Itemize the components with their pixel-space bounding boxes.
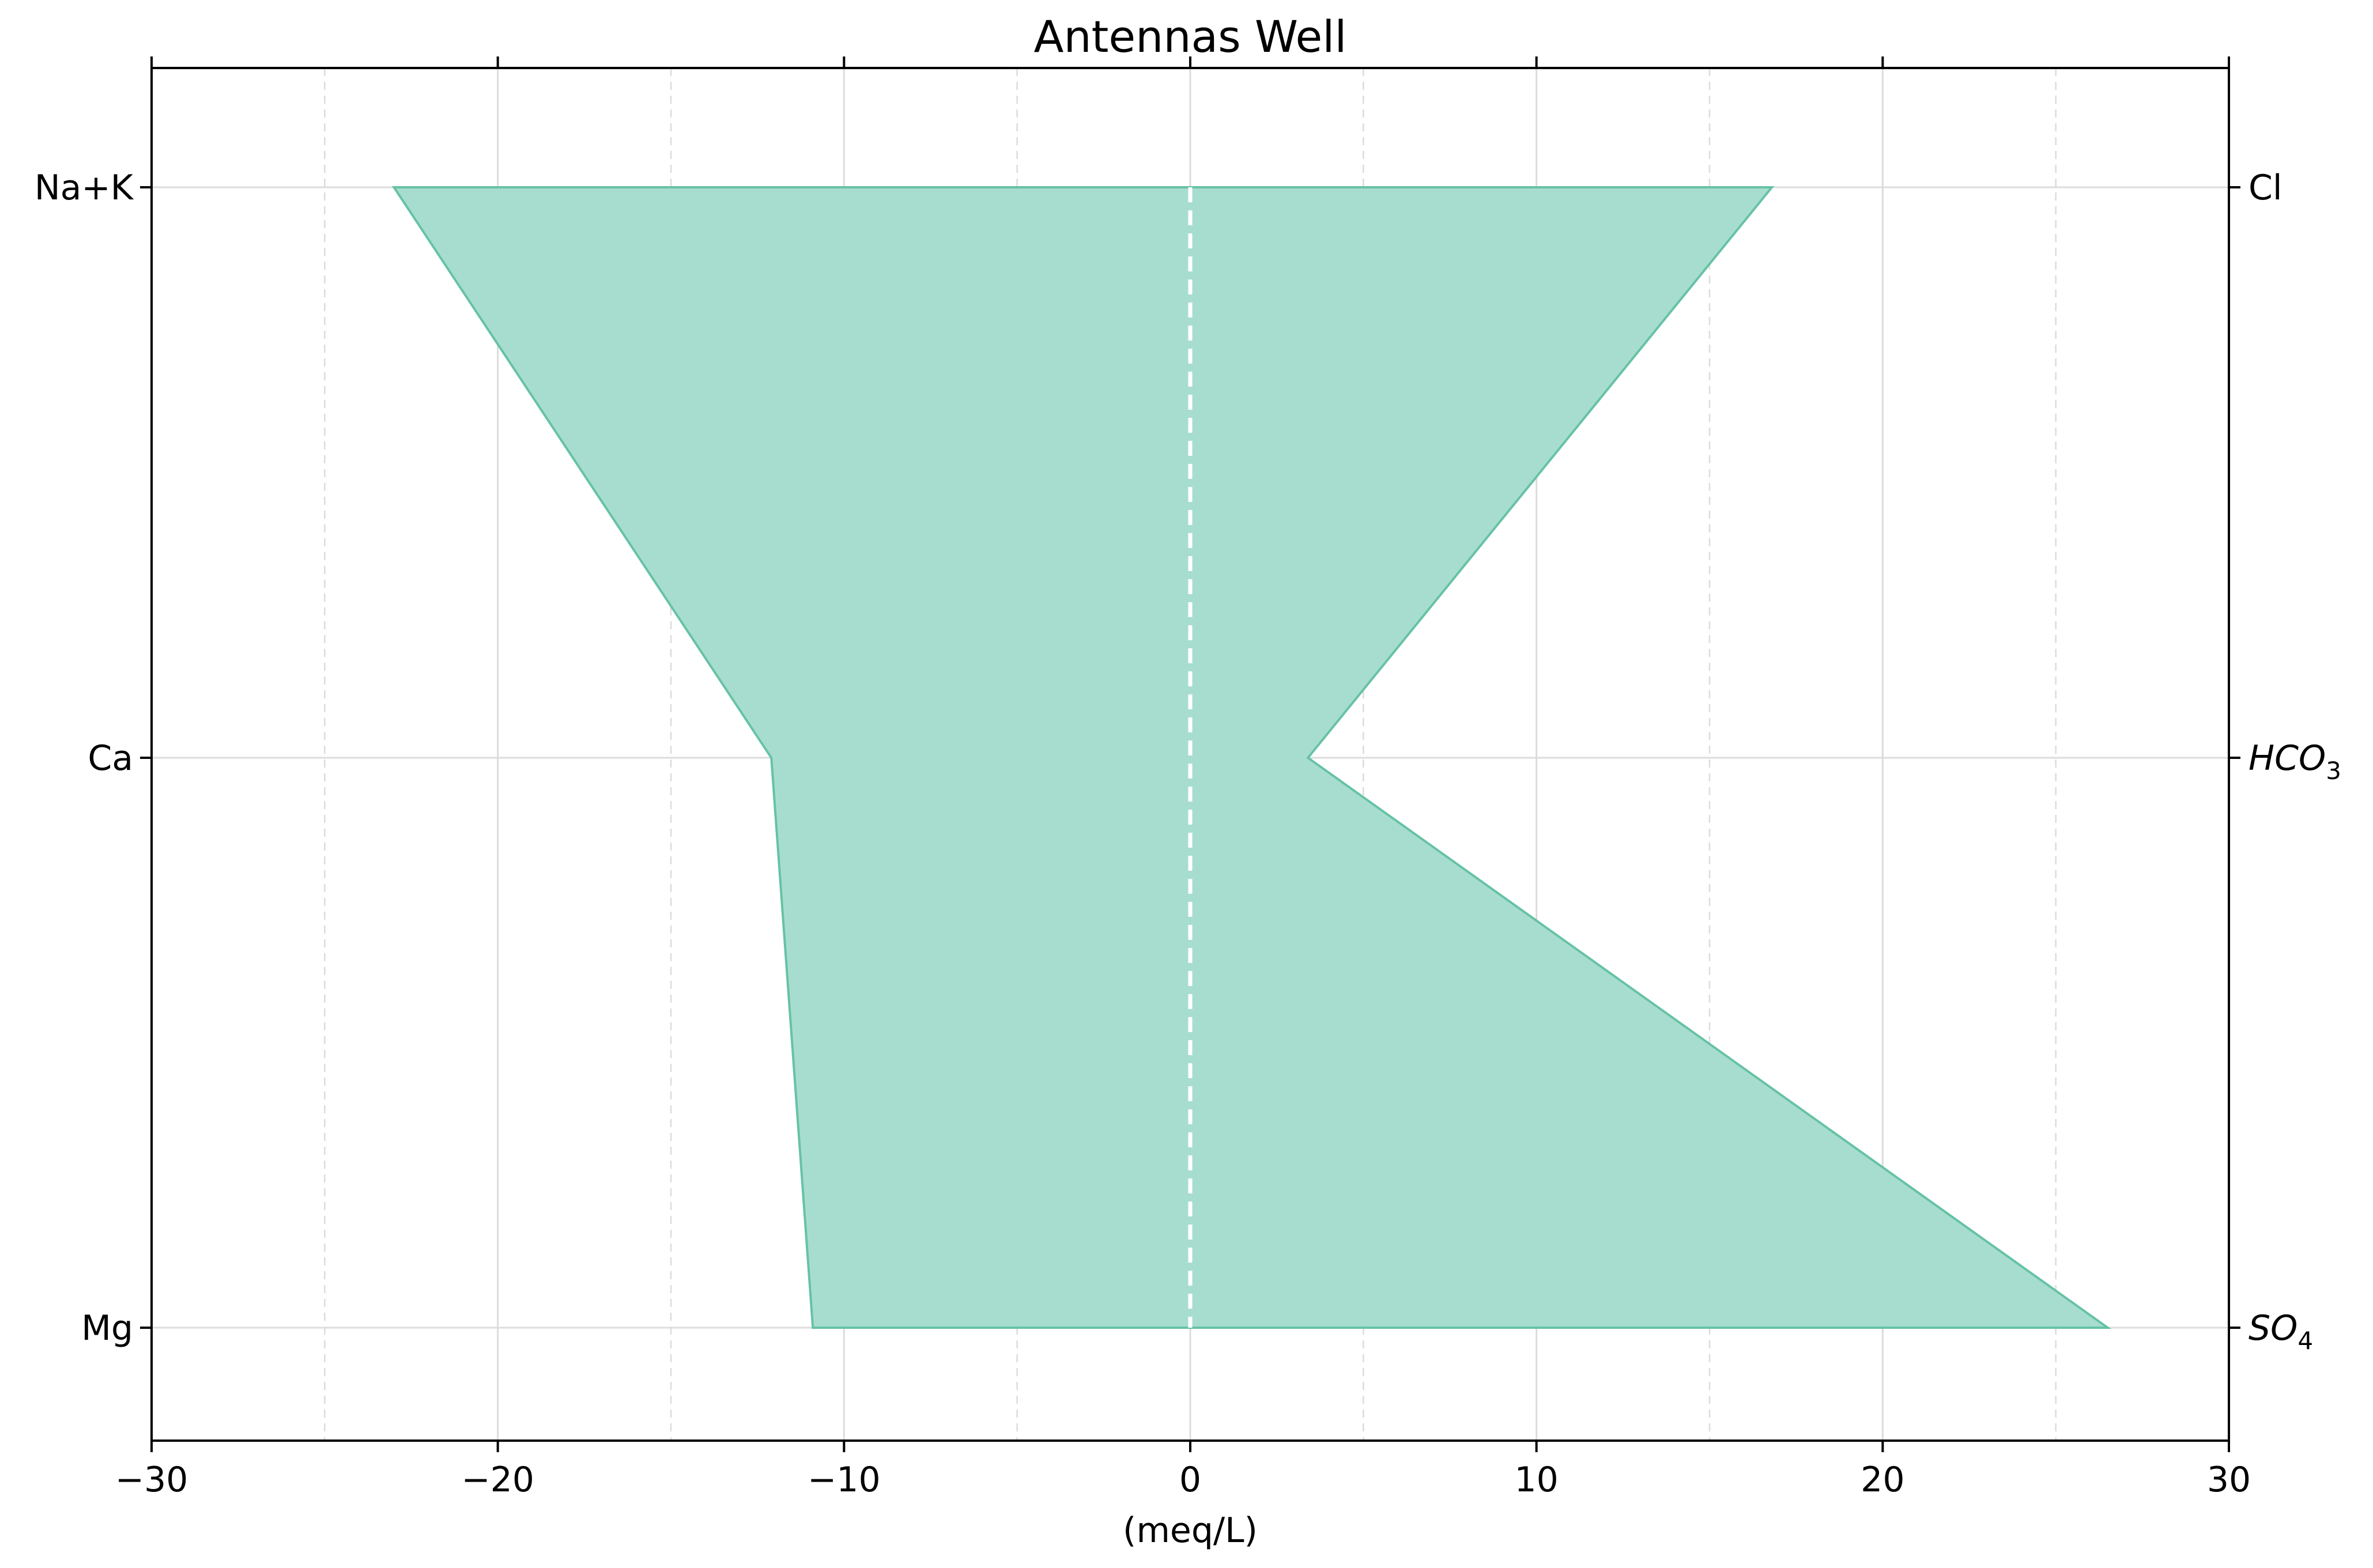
cation-label: Mg	[81, 1308, 133, 1348]
x-tick-label: −20	[461, 1460, 534, 1500]
x-tick-label: 10	[1514, 1460, 1558, 1500]
chart-title: Antennas Well	[1033, 11, 1346, 62]
x-tick-label: 20	[1861, 1460, 1904, 1500]
anion-label: HCO3	[2248, 738, 2341, 785]
cation-label: Ca	[88, 738, 133, 779]
labels-layer: −30 −20 −10 0 10 20 30 Na+K Cl Ca HCO3 Mg SO4	[35, 168, 2341, 1500]
x-tick-label: −10	[808, 1460, 881, 1500]
x-tick-label: 0	[1179, 1460, 1201, 1500]
x-axis-label: (meq/L)	[1123, 1510, 1258, 1551]
ticks-layer	[140, 56, 2240, 1452]
cation-label: Na+K	[35, 168, 134, 208]
x-tick-label: 30	[2207, 1460, 2251, 1500]
x-tick-label: −30	[115, 1460, 188, 1500]
anion-label: SO4	[2248, 1308, 2313, 1355]
stiff-polygon	[391, 186, 2112, 1329]
anion-label: Cl	[2248, 168, 2283, 208]
